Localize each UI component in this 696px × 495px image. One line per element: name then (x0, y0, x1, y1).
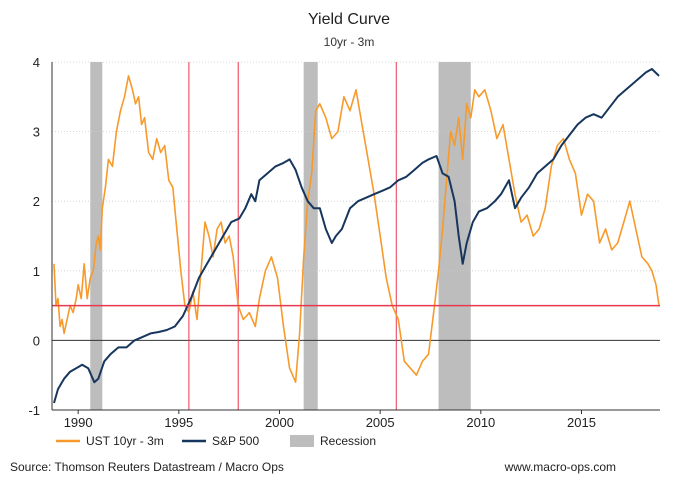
chart-subtitle: 10yr - 3m (324, 35, 375, 49)
chart-title: Yield Curve (308, 11, 390, 28)
vertical-markers (188, 62, 397, 410)
y-tick-label: -1 (28, 403, 40, 418)
website-label: www.macro-ops.com (504, 460, 616, 474)
axes: -1 0 1 2 3 4 1990 1995 2000 2005 2010 2015 (28, 55, 660, 430)
legend: UST 10yr - 3m S&P 500 Recession (56, 434, 376, 448)
legend-label: S&P 500 (212, 434, 259, 448)
y-tick-label: 0 (33, 333, 40, 348)
sp500-line (53, 68, 660, 404)
legend-swatch-recession (290, 435, 314, 447)
y-tick-label: 1 (33, 264, 40, 279)
series-lines (53, 68, 660, 404)
x-tick-label: 2015 (567, 415, 596, 430)
ust-spread-line (53, 75, 660, 384)
legend-label: UST 10yr - 3m (86, 434, 164, 448)
y-tick-label: 4 (33, 55, 40, 70)
gridlines (52, 61, 660, 411)
legend-label: Recession (320, 434, 376, 448)
recession-bands (90, 62, 471, 410)
recession-band-1 (90, 62, 103, 410)
source-note: Source: Thomson Reuters Datastream / Mac… (10, 460, 284, 474)
recession-band-2 (303, 62, 318, 410)
x-tick-label: 2010 (466, 415, 495, 430)
x-tick-label: 2000 (265, 415, 294, 430)
x-tick-label: 2005 (366, 415, 395, 430)
yield-curve-chart: Yield Curve 10yr - 3m -1 0 1 2 3 4 1990 1995 200… (28, 11, 660, 448)
y-tick-label: 2 (33, 194, 40, 209)
x-tick-label: 1990 (64, 415, 93, 430)
y-tick-label: 3 (33, 125, 40, 140)
x-tick-label: 1995 (164, 415, 193, 430)
